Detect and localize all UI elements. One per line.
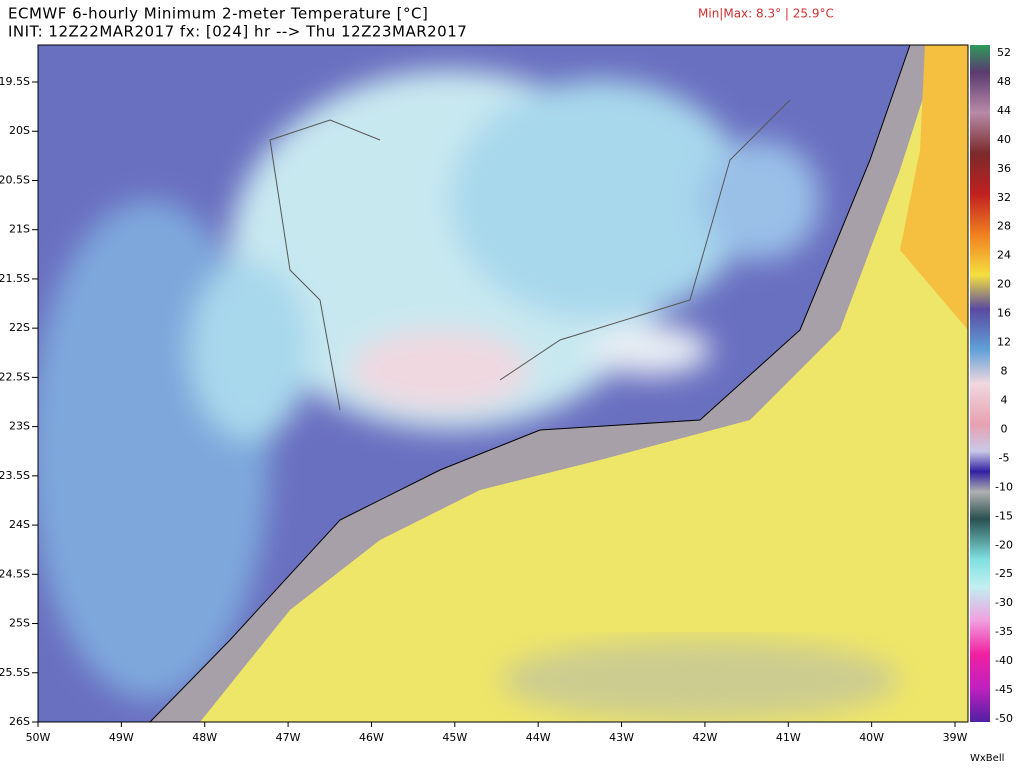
colorbar-label: 40 [997,133,1011,146]
lon-label: 41W [776,731,801,744]
colorbar-label: -50 [995,712,1013,725]
colorbar-label: -10 [995,480,1013,493]
lon-label: 48W [192,731,217,744]
colorbar-label: -30 [995,596,1013,609]
lat-label: 25S [9,617,30,630]
colorbar-label: 16 [997,307,1011,320]
colorbar-label: 48 [997,75,1011,88]
lat-label: 19.5S [0,75,30,88]
subtitle: INIT: 12Z22MAR2017 fx: [024] hr --> Thu … [8,23,467,41]
colorbar-label: 0 [1001,422,1008,435]
lat-label: 24.5S [0,567,30,580]
colorbar-label: -20 [995,538,1013,551]
lat-label: 22.5S [0,370,30,383]
lat-label: 24S [9,518,30,531]
colorbar-label: 20 [997,278,1011,291]
lat-label: 23.5S [0,469,30,482]
lon-label: 47W [276,731,301,744]
colorbar-label: 28 [997,220,1011,233]
lat-label: 21.5S [0,272,30,285]
colorbar-label: 36 [997,162,1011,175]
lat-label: 26S [9,715,30,728]
colorbar-label: -35 [995,625,1013,638]
colorbar-label: 4 [1001,393,1008,406]
lon-label: 49W [109,731,134,744]
colorbar-label: 12 [997,336,1011,349]
labels: 19.5S 20S 20.5S 21S 21.5S 22S 22.5S 23S 23.5S 24S… [0,46,1013,744]
lon-label: 43W [609,731,634,744]
lon-label: 42W [692,731,717,744]
lon-label: 45W [442,731,467,744]
colorbar-label: -25 [995,567,1013,580]
lon-label: 44W [526,731,551,744]
colorbar-label: 24 [997,249,1011,262]
colorbar-label: 8 [1001,365,1008,378]
lat-label: 23S [9,420,30,433]
lon-label: 39W [943,731,968,744]
lat-label: 20.5S [0,173,30,186]
lon-label: 50W [26,731,51,744]
colorbar-label: 52 [997,46,1011,59]
lat-label: 20S [9,124,30,137]
lon-label: 40W [859,731,884,744]
title: ECMWF 6-hourly Minimum 2-meter Temperatu… [8,5,428,23]
colorbar-label: -45 [995,683,1013,696]
lat-label: 25.5S [0,666,30,679]
colorbar-label: 44 [997,104,1011,117]
lat-label: 22S [9,321,30,334]
lon-label: 46W [359,731,384,744]
map [38,45,968,722]
colorbar-label: -5 [999,451,1010,464]
min-max: Min|Max: 8.3° | 25.9°C [698,7,834,21]
map-frame [37,44,969,723]
lat-label: 21S [9,223,30,236]
colorbar-label: -15 [995,509,1013,522]
credit: WxBell [970,753,1004,764]
colorbar-label: 32 [997,191,1011,204]
colorbar-label: -40 [995,654,1013,667]
colorbar [970,45,990,722]
